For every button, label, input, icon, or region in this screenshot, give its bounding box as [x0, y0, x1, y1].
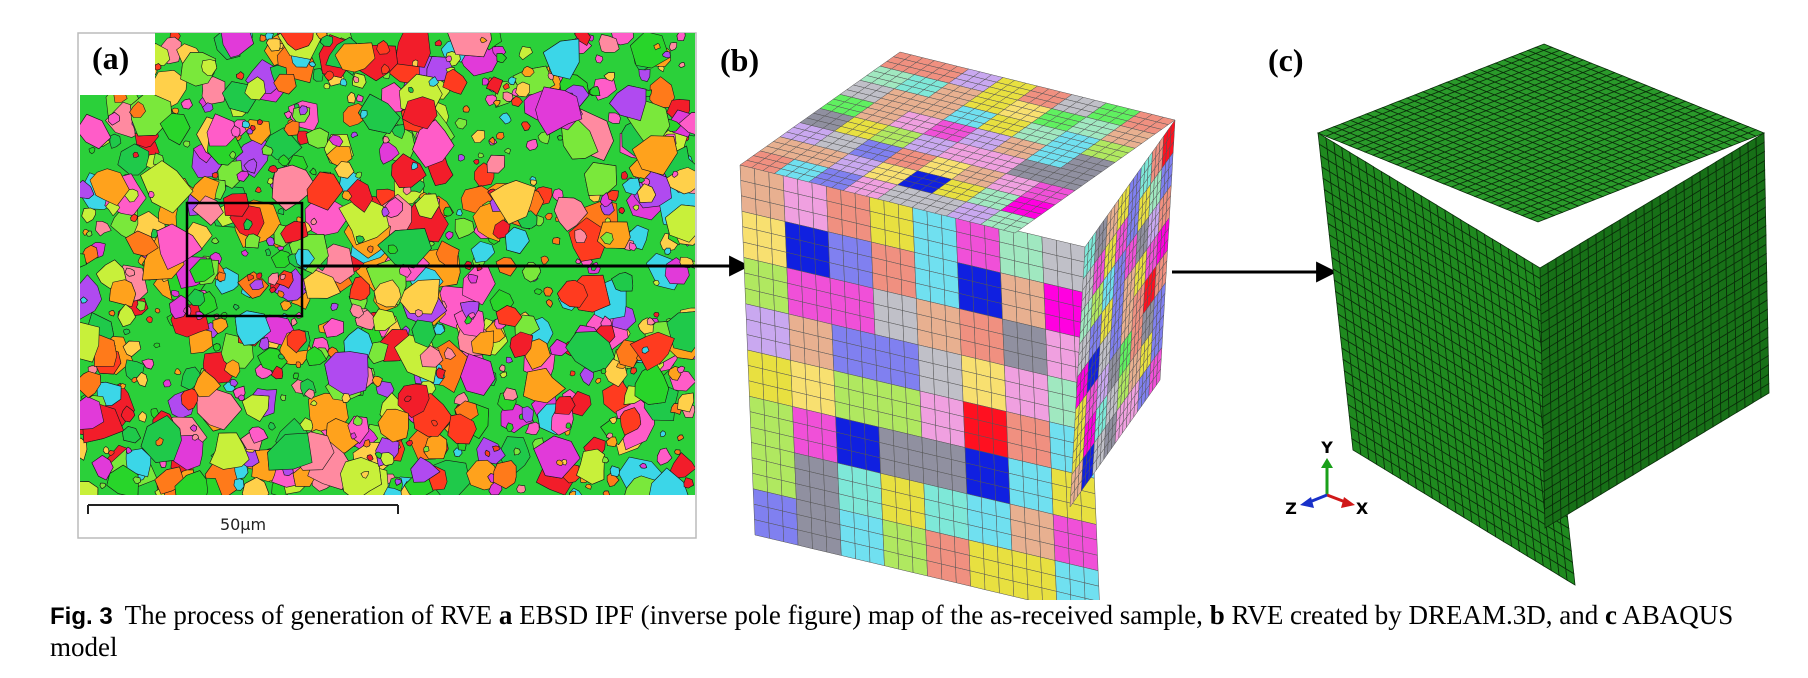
x-axis-label: X — [1356, 499, 1369, 518]
scale-bar: 50μm — [87, 504, 399, 534]
ebsd-grains — [80, 33, 695, 495]
caption-figure-number: Fig. 3 — [50, 603, 113, 630]
panel-label-b: (b) — [720, 42, 760, 78]
caption-text-3: RVE created by DREAM.3D, and — [1224, 600, 1605, 630]
ebsd-map: 50μm — [77, 32, 697, 539]
panel-label-c: (c) — [1268, 42, 1304, 78]
caption-ref-c: c — [1604, 600, 1617, 630]
caption-text-4: ABAQUS model — [50, 600, 1734, 662]
caption-ref-b: b — [1209, 600, 1225, 630]
y-axis-label: Y — [1320, 438, 1333, 457]
figure-canvas: 50μm Y X Z — [77, 32, 1770, 600]
axis-triad: Y X Z — [1285, 438, 1369, 518]
figure-caption: Fig. 3 The process of generation of RVE a… — [50, 600, 1800, 662]
caption-text-1: The process of generation of RVE — [124, 600, 499, 630]
scale-bar-label: 50μm — [220, 515, 266, 534]
abaqus-mesh-cube — [1316, 43, 1770, 586]
selection-box — [185, 201, 304, 318]
z-axis-label: Z — [1285, 499, 1297, 518]
caption-ref-a: a — [498, 600, 513, 630]
panel-label-a: (a) — [92, 40, 130, 76]
caption-text-2: EBSD IPF (inverse pole figure) map of th… — [512, 600, 1210, 630]
rve-cube — [739, 51, 1176, 600]
